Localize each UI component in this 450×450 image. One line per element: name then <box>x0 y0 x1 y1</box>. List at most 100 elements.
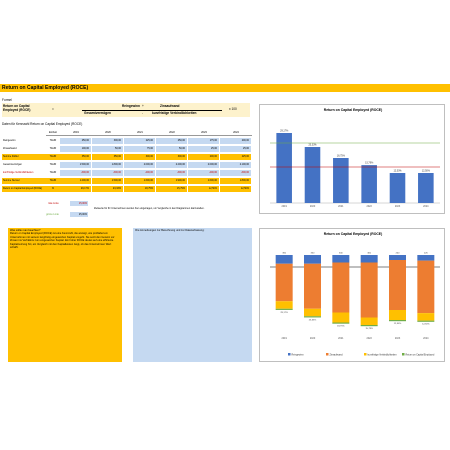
table-cell: 12,50% <box>220 186 251 192</box>
table-cell[interactable]: 25,00 <box>188 146 219 152</box>
column-header: 2020 <box>92 131 124 136</box>
table-cell[interactable]: -300,00 <box>60 170 91 176</box>
formula-times: x 100 <box>229 107 237 111</box>
table-cell: 15,79% <box>156 186 187 192</box>
notes-box[interactable]: Ihre Anmerkungen zur Berechnung und zur … <box>133 228 252 362</box>
stack-segment <box>360 262 378 318</box>
data-label: 23,33% <box>309 319 316 321</box>
table-title: Daten für Kennzahl Return on Capital Emp… <box>2 122 83 126</box>
table-cell[interactable]: -300,00 <box>220 170 251 176</box>
table-cell[interactable]: 50,00 <box>92 146 123 152</box>
table-header: Einheit 2019 2020 2021 2022 2023 2024 <box>2 131 252 137</box>
tick-label: 2023 <box>395 337 401 340</box>
table-cell[interactable]: 200,00 <box>220 138 251 144</box>
stack-segment <box>275 255 293 264</box>
legend-swatch <box>288 353 291 356</box>
stack-segment <box>417 313 435 321</box>
table-row: kurzfristige Verbindlichkeiten TEUR -300,0… <box>2 169 252 177</box>
table-cell[interactable]: 1.800,00 <box>92 162 123 168</box>
table-cell[interactable]: 25,00 <box>220 146 251 152</box>
table-cell[interactable]: 175,00 <box>188 138 219 144</box>
table-cell[interactable]: 2.200,00 <box>156 162 187 168</box>
data-label: 23,33% <box>308 144 317 147</box>
bar <box>418 173 434 203</box>
red-line-label: rote Linie <box>48 202 59 205</box>
row-label: Return on Capital Employed (ROCE) <box>2 186 46 192</box>
table-cell[interactable]: -400,00 <box>124 170 155 176</box>
table-cell: 350,00 <box>92 154 123 160</box>
column-header: 2022 <box>156 131 188 136</box>
column-header: 2019 <box>60 131 92 136</box>
tick-label: 2019 <box>282 337 288 340</box>
table-row: Zinsaufwand TEUR 100,00 50,00 75,00 50,00 25,0… <box>2 145 252 153</box>
stack-segment <box>417 260 435 314</box>
stack-segment <box>389 255 406 260</box>
formula-lhs: Return on Capital Employed (ROCE) <box>3 104 31 112</box>
legend-label: Return on Capital Employed <box>406 353 435 356</box>
stack-segment <box>275 263 293 302</box>
table-cell: 1.500,00 <box>92 178 123 184</box>
table-cell: 300,00 <box>156 154 187 160</box>
stack-segment <box>332 312 350 323</box>
chart2-title: Return on Capital Employed (ROCE) <box>323 232 383 236</box>
table-cell[interactable]: 2.000,00 <box>124 162 155 168</box>
table-cell: 1.600,00 <box>124 178 155 184</box>
table-row: Return on Capital Employed (ROCE)% 29,17%… <box>2 185 252 193</box>
stack-segment <box>389 310 406 320</box>
table-row: Summe Zähler TEUR 350,00 350,00 300,00 300,00… <box>2 153 252 161</box>
row-unit: TEUR <box>46 154 60 160</box>
stack-segment <box>275 301 293 309</box>
table-cell[interactable]: 300,00 <box>92 138 123 144</box>
stack-segment <box>332 255 350 263</box>
table-cell[interactable]: 1.500,00 <box>60 162 91 168</box>
table-cell[interactable]: -300,00 <box>92 170 123 176</box>
formula-denominator: Gesamtvermögen <box>84 111 111 115</box>
stack-segment <box>389 320 406 322</box>
stack-segment <box>332 262 350 313</box>
red-line-input[interactable]: 15,00% <box>70 201 88 206</box>
green-line-label: grüne Linie <box>46 213 59 216</box>
table-cell[interactable]: 75,00 <box>124 146 155 152</box>
tick-label: 2024 <box>423 205 429 208</box>
column-header: 2023 <box>188 131 220 136</box>
tick-label: 2023 <box>395 205 401 208</box>
bar <box>304 147 321 203</box>
stack-segment <box>417 320 435 322</box>
info-box-heading: Was sollte man beachten? <box>10 229 41 232</box>
table-cell[interactable]: 250,00 <box>156 138 187 144</box>
table-cell[interactable]: 225,00 <box>124 138 155 144</box>
column-header: 2024 <box>220 131 252 136</box>
table-cell: 1.900,00 <box>156 178 187 184</box>
table-row: Summe Nenner TEUR 1.200,00 1.500,00 1.600,00… <box>2 177 252 185</box>
bar <box>361 165 377 203</box>
table-cell[interactable]: 250,00 <box>60 138 91 144</box>
legend-label: Zinsaufwand <box>330 354 344 356</box>
roce-stacked-chart-panel[interactable]: Return on Capital Employed (ROCE) 350 29,… <box>259 228 445 362</box>
table-cell[interactable]: -400,00 <box>188 170 219 176</box>
table-cell: 350,00 <box>60 154 91 160</box>
row-unit: TEUR <box>46 146 60 152</box>
tick-label: 2021 <box>338 337 344 340</box>
row-label: Zinsaufwand <box>2 146 46 152</box>
stack-segment <box>360 317 378 325</box>
chart1-svg: 29,17% 2019 23,33% 2020 18,75% 2021 15,79% 2022… <box>270 129 440 208</box>
table-cell[interactable]: -300,00 <box>156 170 187 176</box>
table-cell[interactable]: 50,00 <box>156 146 187 152</box>
formula-plus: + <box>142 104 144 108</box>
row-label: Summe Zähler <box>2 154 46 160</box>
legend-swatch <box>364 353 367 356</box>
table-cell[interactable]: 2.000,00 <box>188 162 219 168</box>
table-cell[interactable]: 100,00 <box>60 146 91 152</box>
data-label: 12,50% <box>394 323 401 325</box>
roce-bar-chart-panel[interactable]: Return on Capital Employed (ROCE) 29,17%… <box>259 104 445 214</box>
formula-label: Formel <box>2 98 12 102</box>
tick-label: 2022 <box>367 337 373 340</box>
formula-numerator: Reingewinn <box>122 104 140 108</box>
table-cell: 1.600,00 <box>188 178 219 184</box>
row-unit: TEUR <box>46 138 60 144</box>
table-cell[interactable]: 2.100,00 <box>220 162 251 168</box>
stack-segment <box>332 322 350 324</box>
column-header: Einheit <box>46 131 60 136</box>
green-line-input[interactable]: 25,00% <box>70 212 88 217</box>
stack-segment <box>304 316 321 318</box>
